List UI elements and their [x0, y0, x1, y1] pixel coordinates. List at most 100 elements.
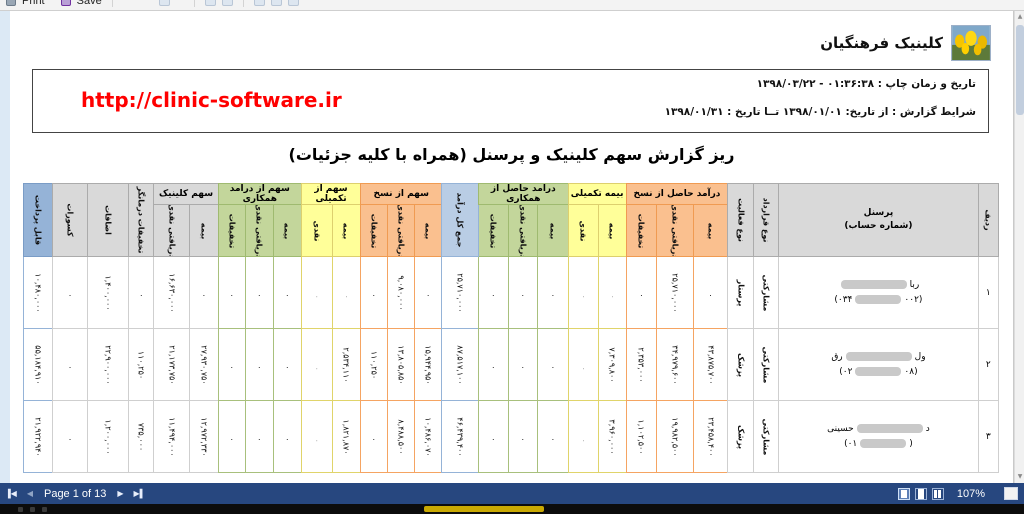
cell-share_coop_disc: ۰	[217, 400, 247, 473]
cell-share_coop_bimeh: ۰	[272, 400, 303, 473]
bookmark-icon[interactable]	[270, 0, 282, 6]
continuous-view-icon[interactable]	[914, 487, 927, 500]
group-header-supp-insurance: بیمه تکمیلی	[567, 183, 627, 205]
cell-deductions: ۰	[51, 256, 89, 329]
cell-radif: ۳	[977, 400, 1000, 473]
col-header-additions: اضافات	[87, 183, 130, 257]
personnel-name: دحسینی	[827, 423, 930, 434]
tulips-image	[951, 25, 991, 61]
cell-rx_bimeh: ۰	[692, 256, 729, 329]
cell-activity: پرستار	[727, 256, 754, 329]
report-info-box: http://clinic-software.ir تاریخ و زمان چ…	[32, 69, 989, 133]
cell-rx_disc: ۲,۳۵۳,۰۰۰	[625, 328, 658, 401]
edit-icon[interactable]	[221, 0, 233, 6]
sub-header-share-coop-bimeh: بیمه	[272, 204, 303, 257]
sub-header-rx-cash: دریافتی نقدی	[656, 204, 694, 257]
cell-personnel: ولرق (۰۲ ۰۸)	[778, 328, 979, 401]
sub-header-clinic-bimeh: بیمه	[189, 204, 219, 257]
report-conditions: شرایط گزارش : از تاریخ: ۱۳۹۸/۰۱/۰۱ تــا …	[664, 106, 976, 118]
scrollbar-thumb[interactable]	[1016, 25, 1024, 115]
next-page-button[interactable]: ▶	[117, 489, 124, 498]
single-page-view-icon[interactable]	[897, 487, 910, 500]
cell-coop_disc: ۰	[478, 256, 509, 329]
cell-supp_cash: ۰	[567, 400, 600, 473]
print-button[interactable]: Print	[22, 0, 45, 7]
cell-activity: پزشک	[727, 400, 754, 473]
col-header-radif: ردیف	[977, 183, 1000, 257]
cell-contract: مشارکتی	[752, 400, 780, 473]
col-header-therapist-discount: تخفیفات درمانگر	[128, 183, 155, 257]
sub-header-share-coop-cash: دریافتی نقدی	[245, 204, 274, 257]
save-button[interactable]: Save	[76, 0, 102, 7]
toolbar-separator	[193, 0, 195, 7]
cell-share_rx_bimeh: ۰	[413, 256, 443, 329]
viewer-left-margin	[0, 11, 10, 483]
cell-share_rx_disc: ۰	[360, 400, 388, 473]
export-icon[interactable]	[158, 0, 170, 6]
cell-total: ۲۵,۷۱۰,۰۰۰	[441, 256, 480, 329]
sub-header-share-rx-cash: دریافتی نقدی	[386, 204, 415, 257]
personnel-account: (۰۲ ۰۸)	[839, 366, 918, 377]
cell-rx_cash: ۲۵,۷۱۰,۰۰۰	[656, 256, 694, 329]
col-header-activity-type: نوع فعالیت	[727, 183, 754, 257]
viewer-statusbar: ▐◀ ◀ Page 1 of 13 ▶ ▶▌ 107%	[0, 483, 1024, 504]
cell-radif: ۱	[977, 256, 1000, 329]
cell-share_supp_bimeh: ۱,۸۲۱,۸۷۰	[331, 400, 362, 473]
prev-page-button[interactable]: ◀	[26, 489, 33, 498]
cell-share_rx_disc: ۰	[360, 256, 388, 329]
col-header-payable: قابل پرداخت	[23, 183, 53, 257]
cell-payable: ۱۰,۴۸۰,۰۰۰	[23, 256, 53, 329]
cell-supp_bimeh: ۳,۹۶۰,۰۰۰	[598, 400, 627, 473]
cell-coop_disc: ۰	[478, 328, 509, 401]
cell-clinic_cash: ۱۱,۴۹۴,۰۰۰	[153, 400, 191, 473]
cell-clinic_cash: ۱۶,۶۳۰,۰۰۰	[153, 256, 191, 329]
page-setup-icon[interactable]	[204, 0, 216, 6]
redaction-blob	[856, 423, 923, 433]
cell-rx_disc: ۰	[625, 256, 658, 329]
scroll-up-arrow-icon[interactable]: ▲	[1017, 13, 1023, 20]
cell-rx_disc: ۱,۱۰۲,۵۰۰	[625, 400, 658, 473]
find-icon[interactable]	[253, 0, 265, 6]
table-row: ۳ دحسینی (۰۱) مشارکتی پزشک ۲۳,۴۵۸,۴۰۰ ۱۹,۹۸۲,۵…	[23, 400, 1000, 473]
cell-share_coop_bimeh: ۰	[272, 256, 303, 329]
cell-coop_disc: ۰	[478, 400, 509, 473]
scroll-down-arrow-icon[interactable]: ▼	[1017, 473, 1023, 480]
cell-share_supp_cash: ۰	[301, 328, 333, 401]
cell-rx_cash: ۳۴,۹۷۹,۶۰۰	[656, 328, 694, 401]
cell-coop_cash: ۰	[507, 256, 539, 329]
zoom-panel-button[interactable]	[1004, 487, 1018, 500]
cell-supp_bimeh: ۰	[598, 256, 627, 329]
cell-activity: پزشک	[727, 328, 754, 401]
cell-personnel: ربا (۰۳۴ ۰۰۲)	[778, 256, 979, 329]
taskbar-icon	[42, 507, 47, 512]
multi-page-view-icon[interactable]	[931, 487, 944, 500]
group-header-coop-income: درآمد حاصل از همکاری	[478, 183, 569, 205]
cell-share_rx_cash: ۹,۰۸۰,۰۰۰	[386, 256, 415, 329]
cell-contract: مشارکتی	[752, 256, 780, 329]
last-page-button[interactable]: ▶▌	[133, 489, 146, 498]
sub-header-share-rx-bimeh: بیمه	[413, 204, 443, 257]
col-header-deductions: کسورات	[51, 183, 89, 257]
cell-total: ۴۶,۴۳۹,۴۰۰	[441, 400, 480, 473]
vertical-scrollbar[interactable]: ▲ ▼	[1014, 11, 1024, 483]
clinic-logo: کلینیک فرهنگیان	[820, 25, 991, 61]
redaction-blob	[845, 351, 912, 361]
cell-share_supp_cash: ۰	[301, 400, 333, 473]
sub-header-coop-bimeh: بیمه	[537, 204, 569, 257]
group-header-share-supp: سهم از تکمیلی	[301, 183, 362, 205]
sub-header-share-supp-cash: نقدی	[301, 204, 333, 257]
first-page-button[interactable]: ▐◀	[5, 489, 17, 498]
personnel-account: (۰۱)	[844, 438, 913, 449]
cell-payable: ۲۱,۹۲۲,۹۴۰	[23, 400, 53, 473]
sub-header-share-supp-bimeh: بیمه	[331, 204, 362, 257]
thumbnail-icon[interactable]	[287, 0, 299, 6]
cell-total: ۸۷,۵۱۷,۱۰۰	[441, 328, 480, 401]
group-header-rx-income: درآمد حاصل از نسخ	[625, 183, 729, 205]
redaction-blob	[840, 279, 907, 289]
cell-coop_bimeh: ۰	[537, 256, 569, 329]
sub-header-coop-cash: دریافتی نقدی	[507, 204, 539, 257]
cell-contract: مشارکتی	[752, 328, 780, 401]
sub-header-clinic-cash: دریافتی نقدی	[153, 204, 191, 257]
cell-supp_cash: ۰	[567, 328, 600, 401]
cell-additions: ۲۲,۹۰۰,۰۰۰	[87, 328, 130, 401]
